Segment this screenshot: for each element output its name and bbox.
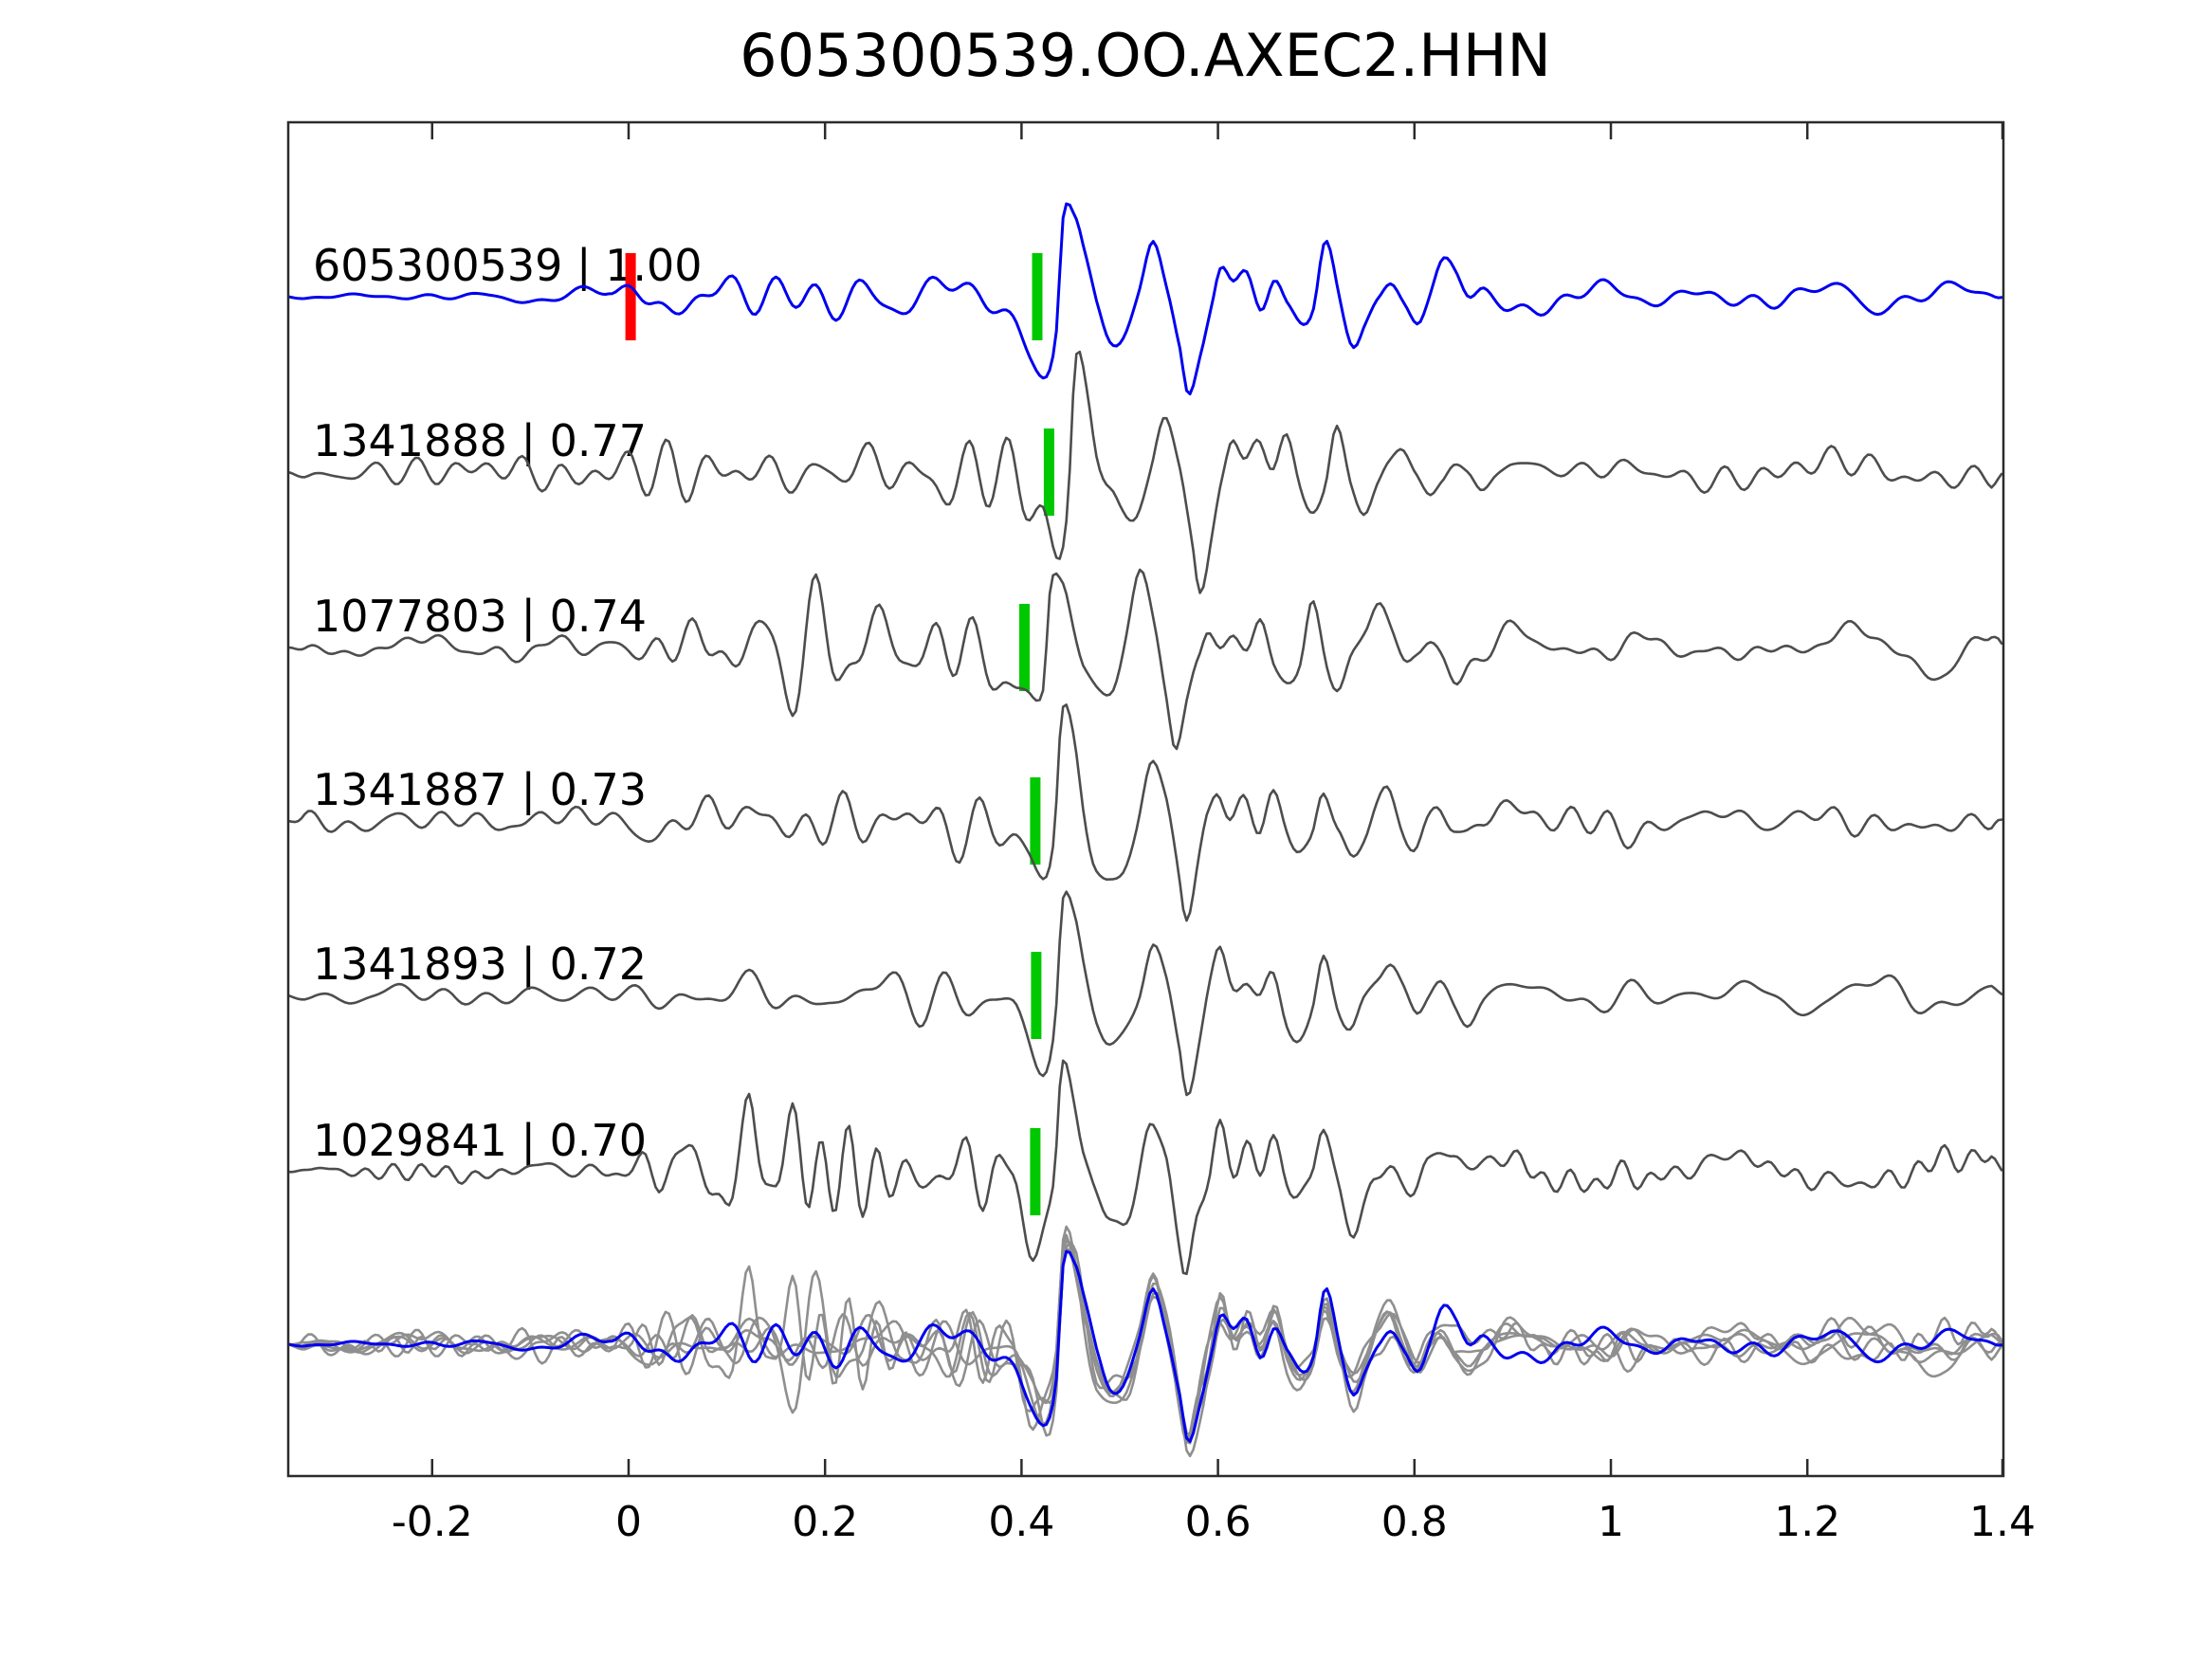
trace-label: 1341893 | 0.72 (313, 939, 647, 991)
x-tick-label: 1 (1598, 1498, 1624, 1546)
x-tick-label: 1.2 (1774, 1498, 1840, 1546)
pick-marker (1043, 428, 1054, 516)
waveforms (288, 202, 2003, 1458)
trace-label: 605300539 | 1.00 (313, 240, 703, 292)
trace-label: 1029841 | 0.70 (313, 1115, 647, 1167)
x-tick-label: 0.2 (792, 1498, 858, 1546)
pick-markers (625, 253, 1054, 1215)
plot-border (286, 120, 2005, 1478)
waveform-1029841 (288, 1059, 2003, 1276)
overlay-waveform-1077803 (288, 1248, 2003, 1437)
waveform-1077803 (288, 568, 2003, 751)
pick-marker (1030, 1128, 1041, 1215)
origin-marker (625, 253, 636, 340)
x-tick-label: 0.8 (1381, 1498, 1448, 1546)
pick-marker (1031, 952, 1042, 1039)
waveform-605300539 (288, 202, 2003, 396)
waveform-1341887 (288, 703, 2003, 922)
x-tick-label: 1.4 (1969, 1498, 2036, 1546)
trace-label: 1077803 | 0.74 (313, 591, 647, 643)
plot-title: 605300539.OO.AXEC2.HHN (740, 21, 1551, 90)
x-tick-label: -0.2 (392, 1498, 473, 1546)
trace-label: 1341888 | 0.77 (313, 415, 647, 467)
pick-marker (1032, 253, 1043, 340)
pick-marker (1019, 604, 1030, 691)
waveform-1341888 (288, 350, 2003, 594)
overlay-waveform-template (288, 1249, 2003, 1444)
waveform-1341893 (288, 890, 2003, 1097)
x-tick-label: 0.4 (988, 1498, 1054, 1546)
axis-tick-labels: -0.2 0 0.2 0.4 0.6 0.8 1 1.2 1.4 (392, 1498, 2036, 1546)
axis-ticks (430, 122, 2004, 1476)
trace-label: 1341887 | 0.73 (313, 764, 647, 816)
overlay-waveform-1029841 (288, 1233, 2003, 1445)
x-tick-label: 0 (615, 1498, 642, 1546)
pick-marker (1030, 777, 1041, 865)
trace-labels: 605300539 | 1.00 1341888 | 0.77 1077803 | … (313, 240, 703, 1167)
x-tick-label: 0.6 (1185, 1498, 1252, 1546)
